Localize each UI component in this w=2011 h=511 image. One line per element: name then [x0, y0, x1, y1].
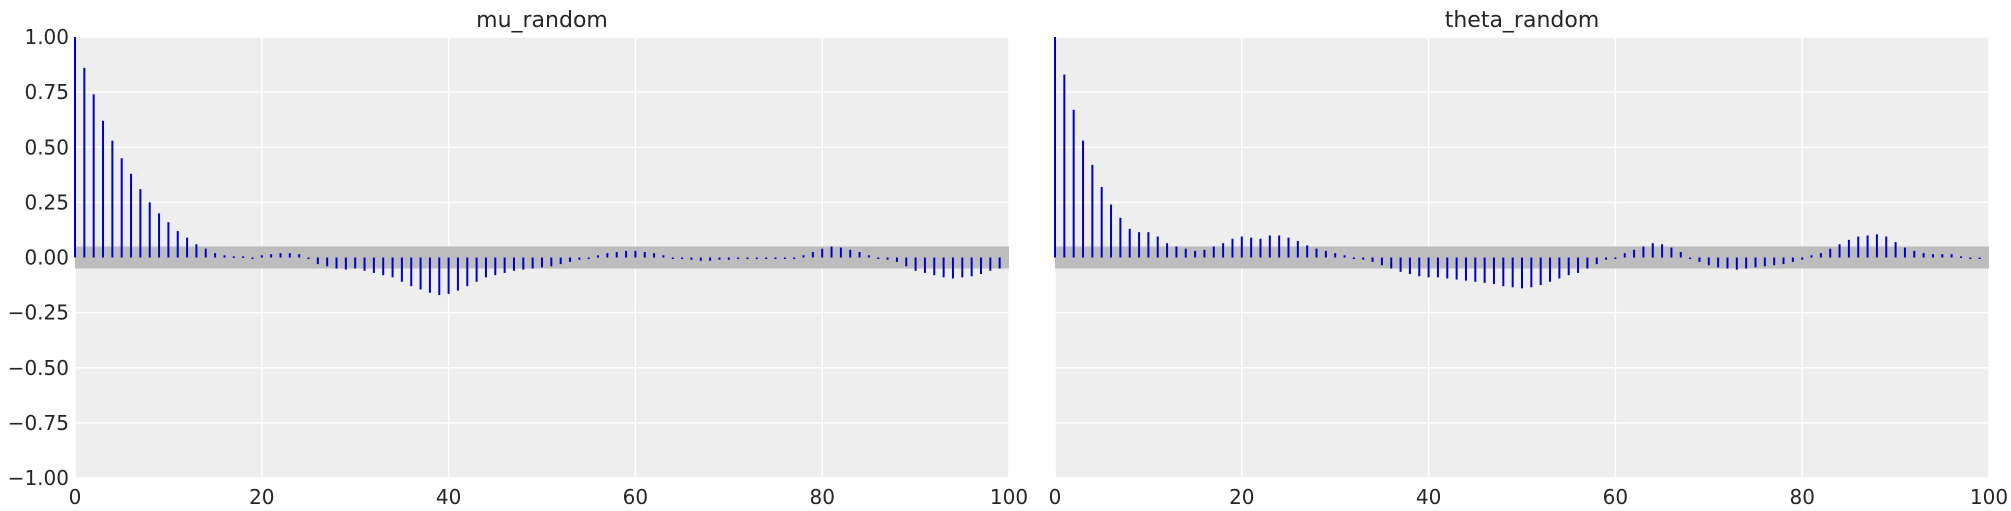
panel-title: theta_random [1445, 8, 1600, 33]
x-tick-label: 0 [1049, 485, 1062, 509]
x-tick-label: 40 [436, 485, 461, 509]
x-tick-label: 80 [1789, 485, 1814, 509]
panel-title: mu_random [476, 8, 608, 33]
acf-panel-1: mu_random 0 20 40 60 80 100 1.00 0.75 0.50 0.25 0.0… [8, 8, 1028, 509]
x-tick-label: 60 [623, 485, 648, 509]
y-tick-label: −0.75 [8, 411, 69, 435]
x-tick-label: 60 [1603, 485, 1628, 509]
y-tick-label: −1.00 [8, 466, 69, 490]
y-tick-label: 1.00 [24, 25, 69, 49]
x-tick-label: 20 [249, 485, 274, 509]
x-tick-label: 0 [69, 485, 82, 509]
acf-panel-2: theta_random 0 20 40 60 80 100 [1049, 8, 2008, 509]
y-tick-label: 0.50 [24, 135, 69, 159]
y-tick-label: −0.25 [8, 301, 69, 325]
x-tick-label: 40 [1416, 485, 1441, 509]
x-tick-label: 100 [990, 485, 1028, 509]
y-tick-label: 0.25 [24, 190, 69, 214]
x-tick-label: 100 [1970, 485, 2008, 509]
x-tick-label: 80 [809, 485, 834, 509]
y-tick-label: 0.00 [24, 246, 69, 270]
y-tick-label: −0.50 [8, 356, 69, 380]
x-tick-label: 20 [1229, 485, 1254, 509]
y-tick-label: 0.75 [24, 80, 69, 104]
